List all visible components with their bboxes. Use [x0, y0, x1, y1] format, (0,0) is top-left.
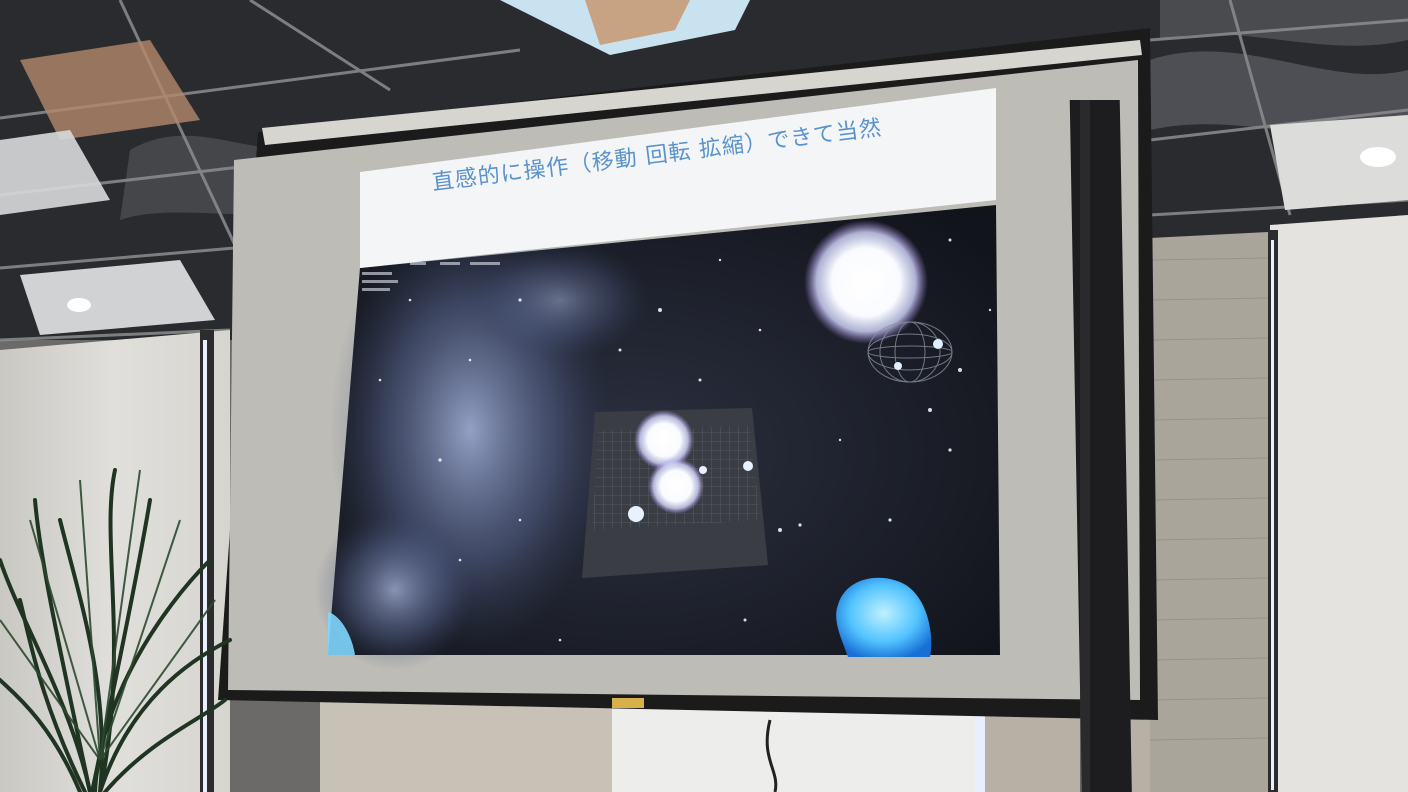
projection-screen	[218, 28, 1158, 720]
hand-controller-icon	[836, 577, 932, 657]
blinds	[1149, 257, 1269, 741]
slide-title-bar	[360, 88, 996, 268]
ceiling-light-icon	[67, 298, 91, 312]
planet-icon	[804, 220, 928, 344]
wireframe-sphere	[867, 321, 953, 383]
cable	[765, 719, 778, 792]
stand-pole	[1069, 100, 1132, 792]
ceiling-light-icon	[1360, 147, 1396, 167]
